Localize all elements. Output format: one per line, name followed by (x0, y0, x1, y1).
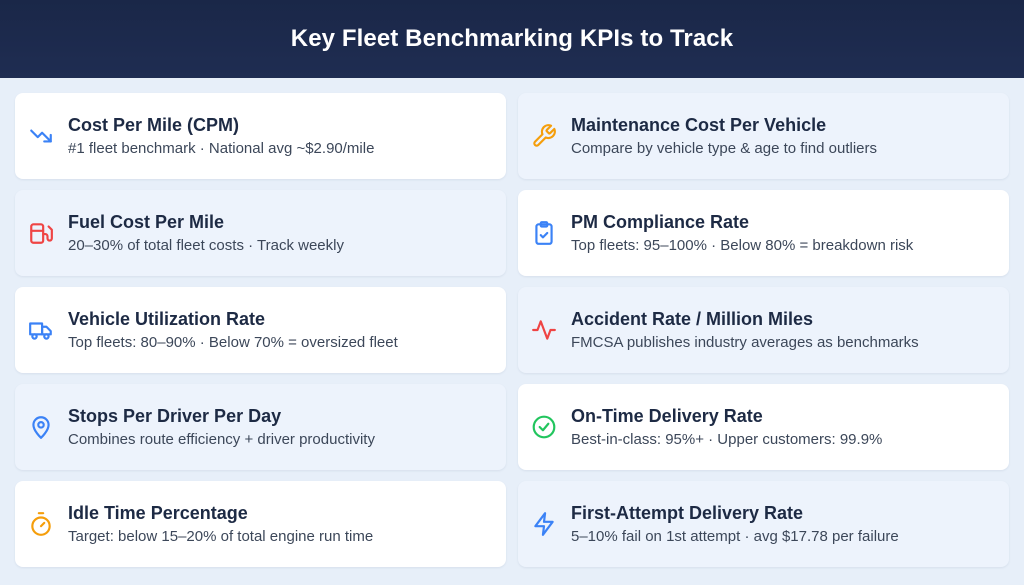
wrench-icon (530, 122, 558, 150)
kpi-title: Cost Per Mile (CPM) (68, 114, 240, 135)
kpi-title: Stops Per Driver Per Day (68, 405, 282, 426)
kpi-subtitle: FMCSA publishes industry averages as ben… (571, 333, 919, 351)
kpi-title: PM Compliance Rate (571, 211, 750, 232)
kpi-card-accident-rate: Accident Rate / Million Miles FMCSA publ… (518, 287, 1009, 373)
kpi-title: Fuel Cost Per Mile (68, 211, 225, 232)
map-pin-icon (27, 413, 55, 441)
truck-icon (27, 316, 55, 344)
kpi-card-fuel-cost: Fuel Cost Per Mile 20–30% of total fleet… (15, 190, 506, 276)
activity-icon (530, 316, 558, 344)
lightning-icon (530, 510, 558, 538)
kpi-card-cost-per-mile: Cost Per Mile (CPM) #1 fleet benchmark ·… (15, 93, 506, 179)
kpi-subtitle: Target: below 15–20% of total engine run… (68, 527, 374, 545)
page-title: Key Fleet Benchmarking KPIs to Track (290, 25, 734, 52)
kpi-subtitle: Top fleets: 95–100% · Below 80% = breakd… (571, 236, 914, 254)
kpi-card-maintenance-cost: Maintenance Cost Per Vehicle Compare by … (518, 93, 1009, 179)
kpi-card-idle-time: Idle Time Percentage Target: below 15–20… (15, 481, 506, 567)
kpi-subtitle: Compare by vehicle type & age to find ou… (571, 139, 877, 157)
kpi-subtitle: Top fleets: 80–90% · Below 70% = oversiz… (68, 333, 398, 351)
kpi-title: First-Attempt Delivery Rate (571, 502, 804, 523)
kpi-card-vehicle-utilization: Vehicle Utilization Rate Top fleets: 80–… (15, 287, 506, 373)
kpi-title: Idle Time Percentage (68, 502, 248, 523)
kpi-subtitle: 5–10% fail on 1st attempt · avg $17.78 p… (571, 527, 899, 545)
stopwatch-icon (27, 510, 55, 538)
kpi-title: Vehicle Utilization Rate (68, 308, 266, 329)
kpi-card-stops-per-driver: Stops Per Driver Per Day Combines route … (15, 384, 506, 470)
kpi-subtitle: Best-in-class: 95%+ · Upper customers: 9… (571, 430, 883, 448)
trend-down-icon (27, 122, 55, 150)
kpi-title: Maintenance Cost Per Vehicle (571, 114, 827, 135)
fuel-pump-icon (27, 219, 55, 247)
check-circle-icon (530, 413, 558, 441)
kpi-card-first-attempt-delivery: First-Attempt Delivery Rate 5–10% fail o… (518, 481, 1009, 567)
kpi-title: Accident Rate / Million Miles (571, 308, 814, 329)
clipboard-check-icon (530, 219, 558, 247)
kpi-grid: Cost Per Mile (CPM) #1 fleet benchmark ·… (15, 93, 1010, 567)
page-header: Key Fleet Benchmarking KPIs to Track (0, 0, 1024, 78)
kpi-card-on-time-delivery: On-Time Delivery Rate Best-in-class: 95%… (518, 384, 1009, 470)
kpi-card-pm-compliance: PM Compliance Rate Top fleets: 95–100% ·… (518, 190, 1009, 276)
kpi-subtitle: 20–30% of total fleet costs · Track week… (68, 236, 344, 254)
kpi-title: On-Time Delivery Rate (571, 405, 763, 426)
kpi-subtitle: Combines route efficiency + driver produ… (68, 430, 375, 448)
kpi-subtitle: #1 fleet benchmark · National avg ~$2.90… (68, 139, 375, 157)
